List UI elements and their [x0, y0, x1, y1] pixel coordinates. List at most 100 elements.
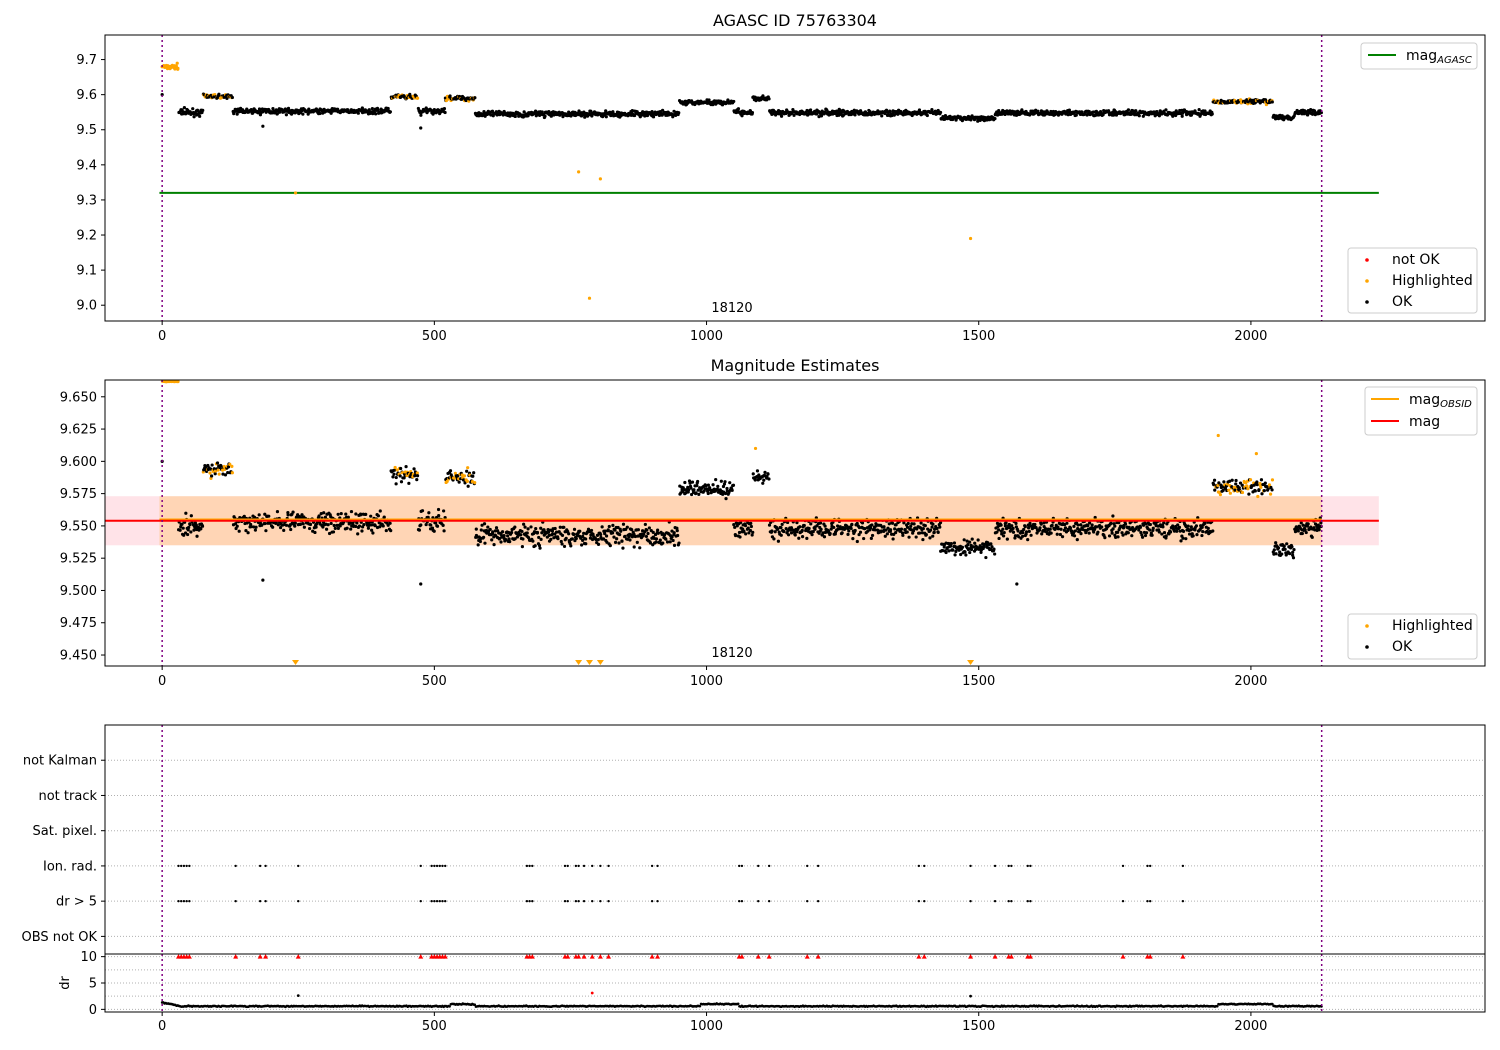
data-point [1230, 478, 1234, 482]
data-point [1066, 113, 1070, 117]
flag-point [234, 899, 237, 903]
data-point [959, 552, 963, 557]
data-point [437, 513, 441, 518]
data-point [466, 466, 470, 470]
data-point [480, 523, 484, 527]
y-tick-label: 9.600 [60, 455, 97, 470]
data-point [388, 110, 392, 114]
data-point [598, 177, 602, 181]
y-tick-label: 9.475 [60, 616, 97, 631]
data-point [473, 96, 477, 100]
data-point [732, 523, 736, 527]
data-point [753, 478, 757, 482]
data-point [766, 472, 770, 476]
data-point [636, 528, 640, 532]
data-point [1262, 488, 1266, 493]
data-point [364, 512, 368, 516]
data-point [851, 537, 855, 541]
y-tick-label: 9.525 [60, 552, 97, 567]
data-point [860, 521, 865, 525]
legend-line-label-0: magAGASC [1406, 48, 1472, 66]
data-point [690, 492, 694, 497]
data-point [683, 99, 687, 103]
data-point [559, 539, 563, 544]
data-point [1072, 524, 1076, 528]
data-point [323, 515, 328, 519]
data-point [868, 526, 873, 530]
data-point [394, 475, 398, 480]
flag-point [234, 864, 237, 868]
data-point [257, 513, 261, 517]
data-point [1217, 481, 1221, 485]
data-point [755, 469, 760, 473]
data-point [1111, 514, 1115, 518]
dr-point [448, 1005, 451, 1008]
y-tick-label: 9.575 [60, 487, 97, 502]
data-point [254, 525, 258, 529]
x-tick-label: 1000 [690, 329, 723, 344]
data-point [1003, 524, 1008, 528]
data-point [318, 111, 322, 116]
data-point [773, 530, 777, 534]
data-point [275, 510, 280, 514]
flag-point [1010, 899, 1013, 903]
data-point [607, 524, 611, 529]
data-point [643, 522, 647, 527]
flag-point [258, 899, 262, 903]
flag-point [441, 864, 444, 868]
data-point [802, 523, 806, 528]
flag-point [923, 864, 926, 868]
data-point [1137, 528, 1141, 532]
data-point [968, 236, 973, 241]
data-point [1116, 530, 1120, 534]
data-point [562, 525, 566, 529]
data-point [1216, 483, 1220, 487]
data-point [1014, 521, 1018, 525]
data-point [1201, 529, 1205, 534]
data-point [1193, 528, 1197, 532]
data-point [818, 521, 823, 525]
data-point [763, 470, 767, 474]
data-point [615, 537, 619, 541]
data-point [1140, 535, 1145, 539]
data-point [560, 533, 565, 538]
data-point [832, 525, 836, 530]
data-point [613, 528, 617, 532]
data-point [369, 514, 373, 518]
data-point [855, 539, 859, 544]
data-point [327, 531, 332, 536]
data-point [845, 524, 849, 528]
data-point [500, 530, 505, 534]
data-point [235, 524, 239, 528]
data-point [378, 525, 382, 529]
flag-point [1121, 899, 1125, 903]
data-point [1194, 524, 1198, 528]
data-point [779, 533, 783, 537]
data-point [445, 479, 449, 484]
flag-point [650, 864, 654, 868]
y-tick-label: 9.1 [76, 264, 97, 279]
data-point [719, 479, 723, 483]
data-point [690, 480, 695, 484]
data-point [567, 110, 571, 114]
data-point [870, 523, 874, 527]
data-point [488, 527, 492, 532]
data-point [358, 512, 363, 516]
data-point [1259, 478, 1264, 482]
flag-point [563, 899, 567, 903]
data-point [1134, 109, 1138, 113]
data-point [424, 522, 428, 527]
data-point [1086, 524, 1090, 528]
data-point [737, 530, 742, 535]
flag-point [1026, 864, 1029, 868]
data-point [590, 114, 594, 118]
data-point [742, 529, 746, 533]
data-point [906, 521, 910, 526]
data-point [519, 533, 523, 537]
data-point [506, 534, 510, 538]
data-point [809, 108, 813, 112]
data-point [1024, 530, 1029, 534]
data-point [968, 550, 972, 555]
data-point [180, 522, 184, 526]
